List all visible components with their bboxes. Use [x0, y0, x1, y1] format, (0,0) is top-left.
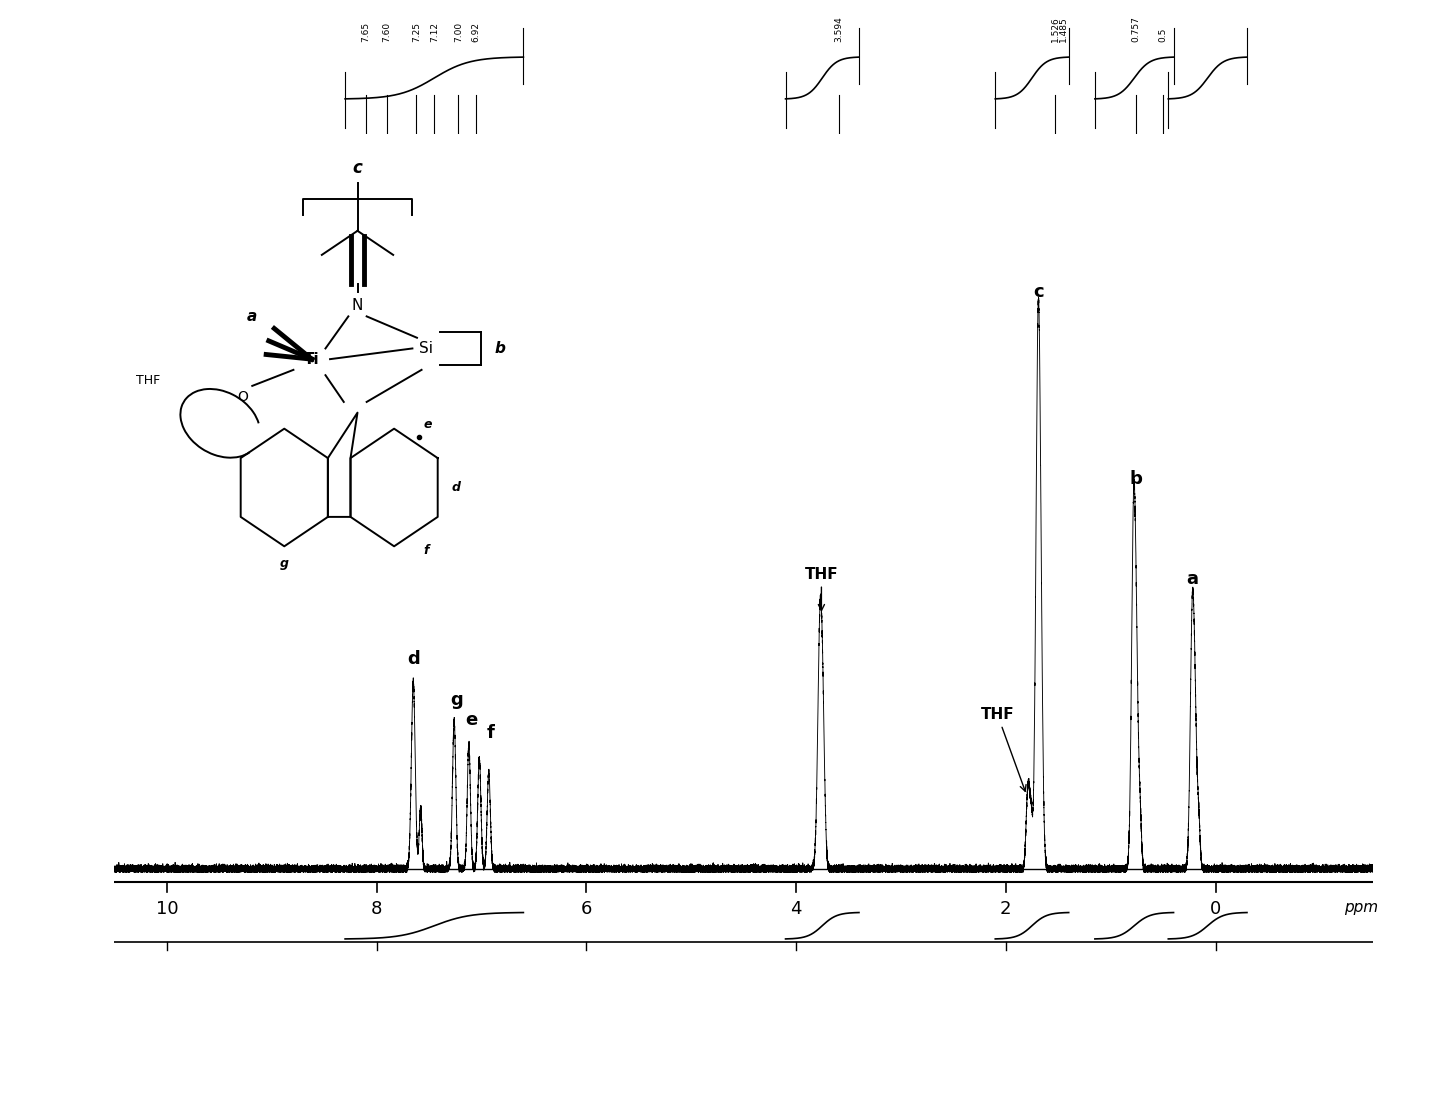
Text: b: b: [1130, 470, 1143, 488]
Text: 7.65: 7.65: [362, 22, 370, 42]
Text: 4: 4: [791, 900, 802, 918]
Text: c: c: [1032, 283, 1044, 301]
Text: 0.5: 0.5: [1158, 28, 1167, 42]
Text: 0.757: 0.757: [1131, 17, 1141, 42]
Text: Ti: Ti: [305, 352, 319, 367]
Text: b: b: [495, 341, 506, 356]
Text: 7.12: 7.12: [430, 22, 439, 42]
Text: 7.60: 7.60: [383, 22, 392, 42]
Text: c: c: [353, 159, 362, 177]
Text: a: a: [247, 309, 257, 324]
Text: 7.00: 7.00: [453, 22, 463, 42]
Text: e: e: [465, 711, 478, 729]
Text: 3.594: 3.594: [834, 17, 844, 42]
Text: 7.25: 7.25: [412, 22, 420, 42]
Text: 10: 10: [156, 900, 179, 918]
Text: 0: 0: [1210, 900, 1221, 918]
Text: 8: 8: [370, 900, 382, 918]
Text: 1.526: 1.526: [1051, 17, 1060, 42]
Text: THF: THF: [805, 567, 838, 610]
Text: d: d: [408, 651, 419, 668]
Text: 2: 2: [1000, 900, 1011, 918]
Text: 6: 6: [581, 900, 592, 918]
Text: f: f: [423, 544, 429, 557]
Text: ppm: ppm: [1344, 900, 1379, 916]
Text: Si: Si: [419, 341, 433, 356]
Text: d: d: [452, 481, 460, 494]
Text: a: a: [1187, 570, 1198, 588]
Text: 1.485: 1.485: [1060, 17, 1068, 42]
Text: f: f: [488, 724, 495, 742]
Text: g: g: [280, 557, 289, 570]
Text: N: N: [352, 299, 363, 313]
Text: O: O: [237, 390, 249, 403]
Text: THF: THF: [136, 374, 160, 387]
Text: 6.92: 6.92: [472, 22, 480, 42]
Text: THF: THF: [981, 707, 1027, 791]
Text: g: g: [450, 691, 463, 709]
Text: e: e: [423, 418, 432, 431]
